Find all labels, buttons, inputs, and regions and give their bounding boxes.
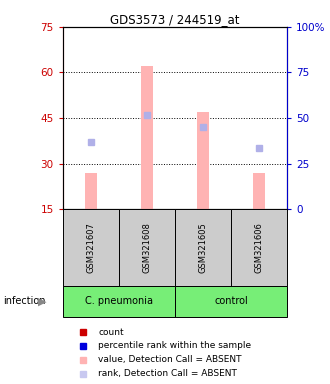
Bar	[119, 209, 175, 286]
Text: rank, Detection Call = ABSENT: rank, Detection Call = ABSENT	[98, 369, 237, 378]
Text: GSM321606: GSM321606	[254, 222, 264, 273]
Text: GSM321605: GSM321605	[198, 222, 208, 273]
Bar	[175, 286, 287, 317]
Bar	[84, 173, 97, 209]
Text: value, Detection Call = ABSENT: value, Detection Call = ABSENT	[98, 356, 242, 364]
Text: control: control	[214, 296, 248, 306]
Text: percentile rank within the sample: percentile rank within the sample	[98, 341, 251, 351]
Text: ▶: ▶	[38, 296, 47, 306]
Text: GSM321608: GSM321608	[142, 222, 151, 273]
Bar	[63, 209, 119, 286]
Text: infection: infection	[3, 296, 46, 306]
Bar	[175, 209, 231, 286]
Bar	[63, 286, 175, 317]
Text: count: count	[98, 328, 124, 336]
Bar	[197, 112, 209, 209]
Text: C. pneumonia: C. pneumonia	[85, 296, 153, 306]
Bar	[253, 173, 265, 209]
Text: GSM321607: GSM321607	[86, 222, 95, 273]
Bar	[141, 66, 153, 209]
Bar	[231, 209, 287, 286]
Title: GDS3573 / 244519_at: GDS3573 / 244519_at	[110, 13, 240, 26]
